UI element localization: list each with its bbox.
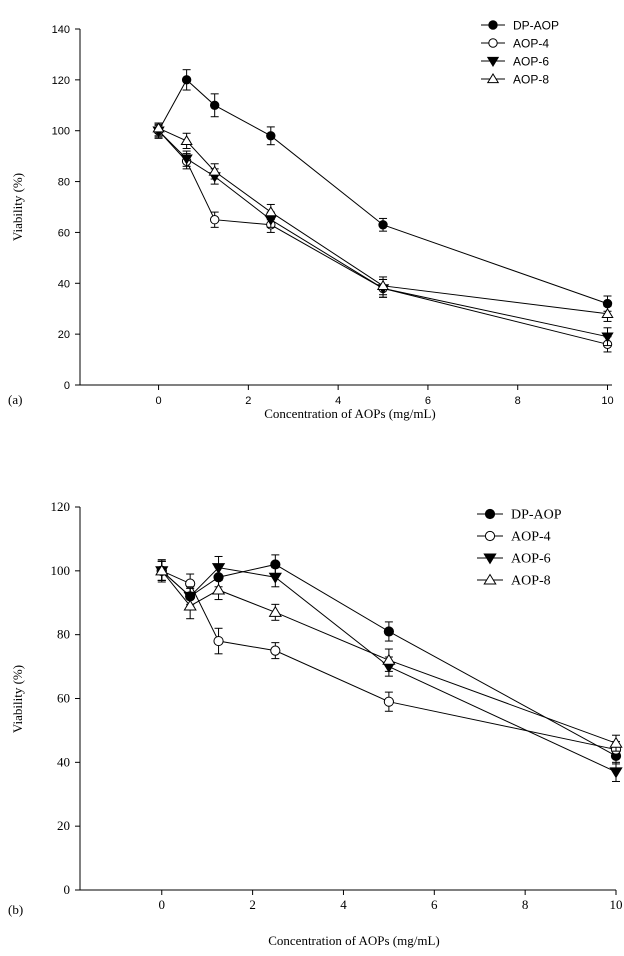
panel-a: 0 20 40 60 80 100 120 140 0 2 4 6 8 10 Concentration o… xyxy=(8,19,614,421)
data-point xyxy=(208,165,221,176)
legend-label: DP-AOP xyxy=(513,19,559,33)
data-point xyxy=(209,215,220,225)
series-line xyxy=(158,127,608,315)
legend-marker xyxy=(484,508,496,520)
legend-label: AOP-6 xyxy=(513,55,549,69)
x-tick-label: 2 xyxy=(245,395,251,407)
legend-item: AOP-4 xyxy=(477,530,551,545)
data-point xyxy=(209,100,220,110)
series-line xyxy=(158,79,608,305)
y-tick-label: 120 xyxy=(51,499,71,514)
x-tick-label: 10 xyxy=(610,897,623,912)
data-point xyxy=(152,122,165,133)
y-axis-label: Viability (%) xyxy=(10,665,25,733)
x-tick-label: 4 xyxy=(335,395,341,407)
data-point xyxy=(211,563,226,575)
legend-item: AOP-4 xyxy=(481,37,549,51)
y-tick-label: 120 xyxy=(52,75,70,87)
data-point xyxy=(180,134,193,146)
series-line xyxy=(158,130,608,345)
data-point xyxy=(383,696,394,707)
y-tick-label: 40 xyxy=(57,754,70,769)
legend-marker xyxy=(483,553,497,565)
x-tick-label: 0 xyxy=(159,897,166,912)
y-tick-label: 100 xyxy=(51,563,71,578)
series-aop-4 xyxy=(153,123,613,353)
series-line xyxy=(158,130,608,338)
data-point xyxy=(266,131,276,141)
data-point xyxy=(378,220,388,230)
series-line xyxy=(161,570,617,751)
legend: DP-AOP AOP-4 AOP-6 AOP-8 xyxy=(481,19,559,87)
x-axis-label: Concentration of AOPs (mg/mL) xyxy=(264,406,436,421)
x-axis-label: Concentration of AOPs (mg/mL) xyxy=(268,933,440,948)
data-point xyxy=(268,605,282,617)
legend-label: AOP-8 xyxy=(513,73,549,87)
series-aop-8 xyxy=(155,560,623,752)
y-tick-label: 0 xyxy=(64,882,71,897)
x-tick-label: 8 xyxy=(522,897,529,912)
legend-item: AOP-6 xyxy=(481,55,549,69)
legend-marker xyxy=(486,73,500,84)
legend-item: AOP-6 xyxy=(477,552,551,567)
y-tick-label: 60 xyxy=(57,691,70,706)
legend-marker xyxy=(484,530,496,542)
data-point xyxy=(601,332,614,343)
data-point xyxy=(268,572,282,584)
legend-marker xyxy=(488,20,498,30)
legend-item: DP-AOP xyxy=(477,508,562,523)
y-axis-label: Viability (%) xyxy=(10,173,25,241)
data-point xyxy=(376,279,390,291)
y-tick-label: 0 xyxy=(64,380,70,392)
data-point xyxy=(609,736,623,748)
x-tick-label: 4 xyxy=(340,897,347,912)
x-tick-label: 6 xyxy=(431,897,438,912)
y-tick-label: 100 xyxy=(52,126,70,138)
data-point xyxy=(181,75,192,85)
x-tick-label: 10 xyxy=(601,395,613,407)
data-point xyxy=(180,154,193,165)
data-point xyxy=(270,645,281,656)
x-tick-label: 0 xyxy=(156,395,162,407)
x-tick-label: 2 xyxy=(249,897,256,912)
data-point xyxy=(609,767,623,779)
legend-item: AOP-8 xyxy=(477,574,551,589)
legend-item: AOP-8 xyxy=(481,73,549,87)
legend-label: AOP-8 xyxy=(511,574,551,589)
data-point xyxy=(211,583,226,595)
panel-label: (a) xyxy=(8,392,22,407)
legend: DP-AOP AOP-4 AOP-6 AOP-8 xyxy=(477,508,562,589)
x-tick-label: 6 xyxy=(425,395,431,407)
legend-label: DP-AOP xyxy=(511,508,562,523)
series-aop-6 xyxy=(152,125,614,347)
legend-label: AOP-4 xyxy=(511,530,551,545)
legend-label: AOP-4 xyxy=(513,37,549,51)
data-point xyxy=(383,626,394,637)
y-tick-label: 40 xyxy=(58,278,70,290)
data-point xyxy=(264,206,277,217)
legend-marker xyxy=(488,38,498,48)
x-tick-label: 8 xyxy=(515,395,521,407)
series-aop-8 xyxy=(152,122,614,322)
y-tick-label: 20 xyxy=(58,329,70,341)
data-point xyxy=(155,564,169,576)
legend-label: AOP-6 xyxy=(511,552,551,567)
series-dp-aop xyxy=(153,69,613,312)
series-line xyxy=(161,570,617,744)
y-tick-label: 60 xyxy=(58,227,70,239)
panel-b: 0 20 40 60 80 100 120 0 2 4 6 8 10 Concentration of A… xyxy=(8,499,623,948)
y-tick-label: 20 xyxy=(57,818,70,833)
legend-marker xyxy=(483,573,497,585)
panel-label: (b) xyxy=(8,902,23,917)
data-point xyxy=(213,635,224,647)
y-tick-label: 140 xyxy=(52,24,70,36)
y-tick-label: 80 xyxy=(58,177,70,189)
legend-marker xyxy=(486,56,500,67)
data-point xyxy=(183,599,197,611)
legend-item: DP-AOP xyxy=(481,19,559,33)
data-point xyxy=(382,653,396,665)
y-tick-label: 80 xyxy=(57,627,70,642)
data-point xyxy=(601,307,614,318)
